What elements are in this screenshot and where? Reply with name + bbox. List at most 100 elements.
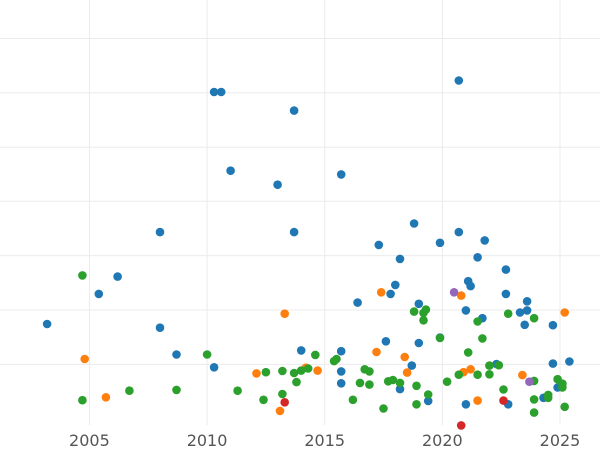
data-point-s1-11 bbox=[456, 291, 466, 300]
data-point-s3-0 bbox=[280, 398, 290, 407]
data-point-s0-51 bbox=[548, 359, 558, 368]
data-point-s0-16 bbox=[336, 367, 346, 376]
x-tick-label-2015: 2015 bbox=[304, 431, 345, 450]
data-point-s2-42 bbox=[494, 360, 504, 370]
data-point-s0-40 bbox=[480, 236, 490, 245]
data-point-s0-27 bbox=[414, 338, 424, 348]
data-point-s0-18 bbox=[353, 298, 362, 307]
data-point-s0-30 bbox=[435, 238, 445, 248]
data-point-s2-37 bbox=[473, 317, 482, 326]
data-point-s2-35 bbox=[454, 370, 464, 380]
grid bbox=[0, 0, 600, 425]
data-point-s1-0 bbox=[80, 354, 89, 364]
data-point-s0-47 bbox=[522, 306, 532, 315]
data-point-s2-53 bbox=[558, 379, 567, 389]
data-point-s2-0 bbox=[78, 395, 87, 405]
data-point-s0-48 bbox=[522, 297, 532, 306]
data-point-s0-50 bbox=[548, 320, 558, 330]
x-tick-label-2020: 2020 bbox=[422, 431, 463, 450]
data-point-s2-29 bbox=[419, 316, 428, 325]
data-point-s0-25 bbox=[407, 361, 417, 370]
data-point-s0-7 bbox=[209, 87, 219, 97]
data-point-s0-13 bbox=[296, 346, 306, 355]
data-point-s2-41 bbox=[485, 361, 494, 370]
data-point-s2-45 bbox=[529, 408, 539, 417]
x-axis-tick-labels: 2005 2010 2015 2020 2025 bbox=[69, 431, 580, 450]
data-point-s2-3 bbox=[172, 385, 181, 395]
data-point-s0-53 bbox=[565, 357, 574, 366]
data-point-s0-19 bbox=[374, 240, 384, 250]
data-point-s0-14 bbox=[336, 170, 346, 179]
data-point-s0-33 bbox=[454, 227, 464, 237]
data-point-s2-44 bbox=[503, 309, 513, 319]
data-point-s2-43 bbox=[499, 385, 508, 394]
data-point-s2-10 bbox=[289, 368, 299, 378]
data-point-s0-42 bbox=[501, 289, 511, 299]
data-point-s2-40 bbox=[485, 370, 494, 379]
data-point-s2-36 bbox=[463, 348, 473, 357]
data-point-s0-10 bbox=[273, 180, 282, 189]
data-point-s0-0 bbox=[42, 319, 52, 329]
data-point-s0-28 bbox=[414, 299, 424, 309]
data-point-s2-32 bbox=[423, 390, 433, 399]
data-point-s3-2 bbox=[499, 396, 508, 405]
data-point-s1-15 bbox=[518, 370, 527, 380]
data-point-s1-10 bbox=[402, 368, 412, 377]
data-point-s2-28 bbox=[412, 381, 421, 391]
data-point-s0-23 bbox=[395, 254, 405, 264]
data-point-s2-33 bbox=[435, 333, 445, 343]
data-point-s2-47 bbox=[529, 395, 539, 404]
data-point-s0-35 bbox=[461, 400, 471, 409]
data-point-s1-16 bbox=[560, 308, 569, 317]
data-point-s1-3 bbox=[275, 406, 285, 416]
data-point-s0-26 bbox=[409, 219, 419, 228]
data-point-s0-22 bbox=[391, 280, 400, 290]
data-point-s2-7 bbox=[261, 367, 271, 377]
data-point-s2-26 bbox=[409, 307, 419, 316]
data-point-s0-12 bbox=[289, 106, 299, 115]
data-point-s1-4 bbox=[280, 309, 290, 319]
data-point-s0-43 bbox=[501, 265, 511, 274]
data-point-s2-38 bbox=[473, 370, 482, 380]
data-points bbox=[42, 76, 574, 430]
data-point-s2-24 bbox=[388, 375, 398, 385]
x-tick-label-2025: 2025 bbox=[540, 431, 581, 450]
data-point-s0-4 bbox=[155, 227, 165, 237]
data-point-s0-20 bbox=[381, 337, 391, 346]
data-point-s1-9 bbox=[400, 352, 410, 362]
data-point-s2-20 bbox=[365, 380, 374, 389]
data-point-s2-17 bbox=[348, 395, 358, 405]
data-point-s2-5 bbox=[233, 386, 242, 396]
data-point-s2-9 bbox=[278, 389, 287, 399]
data-point-s2-2 bbox=[125, 386, 134, 396]
data-point-s2-27 bbox=[412, 400, 421, 409]
data-point-s2-54 bbox=[560, 402, 569, 412]
data-point-s1-8 bbox=[376, 288, 386, 297]
data-point-s0-17 bbox=[336, 346, 346, 356]
data-point-s2-8 bbox=[278, 366, 287, 376]
data-point-s2-21 bbox=[365, 367, 374, 376]
data-point-s3-1 bbox=[456, 421, 466, 430]
data-point-s0-34 bbox=[461, 306, 471, 315]
x-tick-label-2010: 2010 bbox=[187, 431, 228, 450]
data-point-s2-34 bbox=[442, 377, 452, 387]
x-tick-label-2005: 2005 bbox=[69, 431, 110, 450]
data-point-s2-12 bbox=[296, 366, 306, 375]
data-point-s0-2 bbox=[113, 272, 122, 281]
data-point-s0-15 bbox=[336, 379, 346, 388]
data-point-s2-11 bbox=[292, 377, 301, 387]
data-point-s4-0 bbox=[449, 288, 459, 297]
data-point-s0-1 bbox=[94, 289, 104, 299]
data-point-s1-2 bbox=[252, 369, 261, 378]
data-point-s0-45 bbox=[515, 308, 525, 317]
data-point-s1-1 bbox=[101, 393, 111, 402]
data-point-s0-37 bbox=[466, 281, 475, 291]
data-point-s2-14 bbox=[311, 350, 320, 360]
data-point-s1-6 bbox=[313, 366, 322, 375]
data-point-s2-22 bbox=[379, 404, 388, 413]
data-point-s0-6 bbox=[209, 363, 219, 372]
data-point-s4-1 bbox=[525, 377, 534, 387]
data-point-s2-25 bbox=[395, 378, 405, 388]
data-point-s0-21 bbox=[386, 289, 395, 299]
